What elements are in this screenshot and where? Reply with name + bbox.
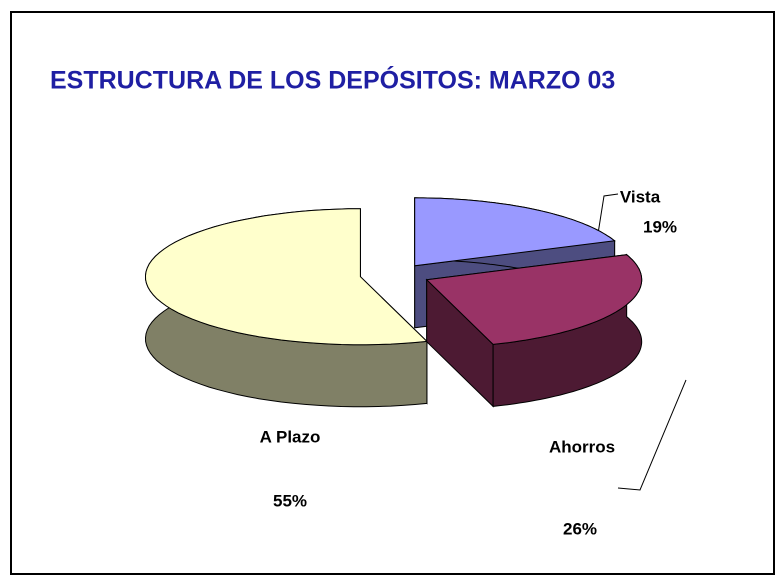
slice	[144, 208, 429, 346]
pie	[144, 197, 643, 408]
slice	[425, 254, 643, 345]
value-label: 26%	[563, 519, 597, 538]
chart-frame	[10, 11, 775, 575]
category-label: Ahorros	[549, 437, 615, 456]
slice	[414, 197, 616, 267]
leader-line	[617, 379, 687, 491]
chart-title: ESTRUCTURA DE LOS DEPÓSITOS: MARZO 03	[50, 65, 615, 95]
category-label: A Plazo	[260, 427, 321, 446]
slice	[425, 253, 643, 408]
value-label: 55%	[273, 491, 307, 510]
category-label: Vista	[620, 187, 661, 206]
leader-line	[596, 193, 619, 241]
value-label: 19%	[643, 217, 677, 236]
slice	[144, 208, 429, 408]
